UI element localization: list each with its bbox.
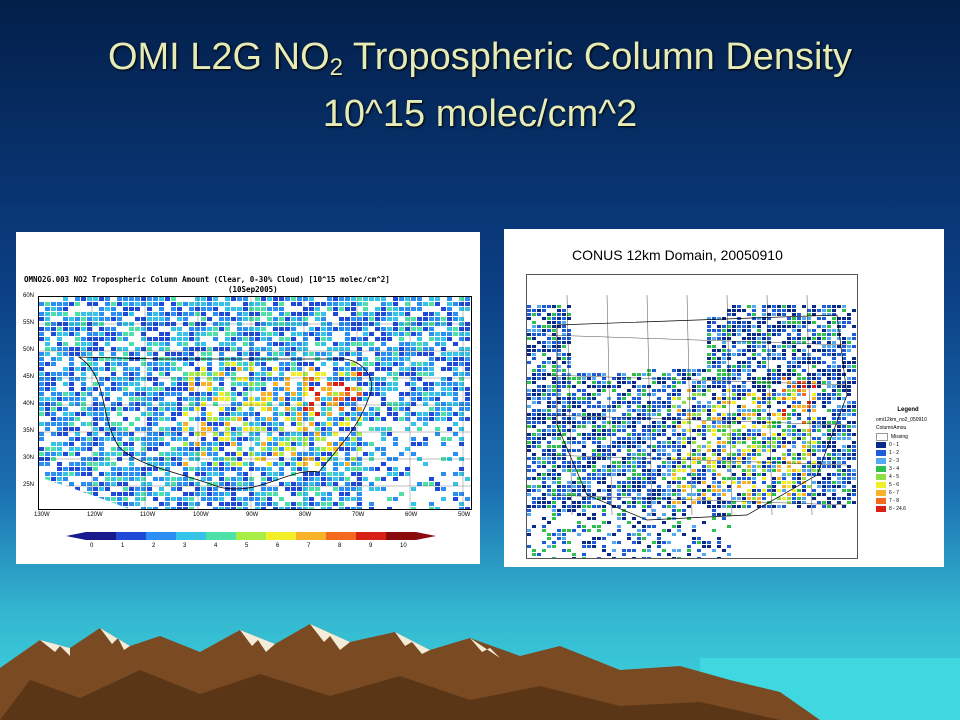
legend-item: 5 - 6 bbox=[876, 481, 940, 489]
legend-label: 6 - 7 bbox=[889, 490, 900, 496]
lat-label: 35N bbox=[23, 428, 35, 434]
map-date: (10Sep2005) bbox=[228, 285, 278, 294]
colorbar-segment bbox=[206, 532, 237, 540]
legend-swatch bbox=[876, 474, 886, 480]
no2-map-graphic bbox=[39, 297, 471, 509]
legend-swatch bbox=[876, 433, 888, 441]
no2-map bbox=[38, 296, 472, 510]
legend-item: 8 - 24.6 bbox=[876, 505, 940, 513]
lat-label: 50N bbox=[23, 347, 35, 353]
legend-label: 8 - 24.6 bbox=[889, 506, 906, 512]
legend-label: Missing bbox=[891, 434, 908, 440]
lat-label: 60N bbox=[23, 293, 35, 299]
legend-swatch bbox=[876, 458, 886, 464]
legend-title: Legend bbox=[897, 407, 919, 413]
legend-label: 1 - 2 bbox=[889, 450, 900, 456]
lat-label: 25N bbox=[23, 482, 35, 488]
colorbar-segment bbox=[86, 532, 117, 540]
legend-item: 4 - 5 bbox=[876, 473, 940, 481]
lat-label: 45N bbox=[23, 374, 35, 380]
colorbar-tick-label: 0 bbox=[90, 543, 94, 549]
lon-label: 80W bbox=[299, 512, 312, 518]
legend-swatch bbox=[876, 490, 886, 496]
title-line-1: OMI L2G NO2 Tropospheric Column Density bbox=[107, 36, 853, 81]
state-boundaries bbox=[546, 294, 848, 516]
conus-data-field bbox=[527, 305, 856, 558]
continent-outline bbox=[77, 356, 372, 490]
legend-label: 4 - 5 bbox=[889, 474, 900, 480]
map-legend: Legend omi12km_no2_050910 ColumnAmou Mis… bbox=[876, 407, 940, 513]
legend-layer: omi12km_no2_050910 bbox=[876, 417, 927, 423]
lat-label: 30N bbox=[23, 455, 35, 461]
colorbar-segment bbox=[266, 532, 297, 540]
legend-item: 0 - 1 bbox=[876, 441, 940, 449]
lon-label: 100W bbox=[193, 512, 209, 518]
conus-map bbox=[526, 274, 858, 559]
legend-label: 3 - 4 bbox=[889, 466, 900, 472]
conus-map-panel: CONUS 12km Domain, 20050910 Legend omi12… bbox=[504, 229, 944, 567]
mountain-range-graphic bbox=[0, 624, 960, 720]
colorbar-segment bbox=[146, 532, 177, 540]
legend-item: 7 - 8 bbox=[876, 497, 940, 505]
colorbar-segment bbox=[176, 532, 207, 540]
colorbar-tick-label: 2 bbox=[152, 543, 156, 549]
legend-field: ColumnAmou bbox=[876, 425, 907, 431]
colorbar-arrow-left bbox=[66, 532, 86, 540]
lat-label: 55N bbox=[23, 320, 35, 326]
colorbar-tick-label: 5 bbox=[245, 543, 249, 549]
colorbar-segment bbox=[236, 532, 267, 540]
colorbar-segment bbox=[386, 532, 417, 540]
colorbar-tick-label: 8 bbox=[338, 543, 342, 549]
legend-swatch bbox=[876, 506, 886, 512]
legend-item: 6 - 7 bbox=[876, 489, 940, 497]
lon-label: 60W bbox=[405, 512, 418, 518]
lon-label: 50W bbox=[458, 512, 471, 518]
legend-label: 7 - 8 bbox=[889, 498, 900, 504]
colorbar bbox=[66, 532, 436, 540]
colorbar-tick-label: 3 bbox=[183, 543, 187, 549]
map-header: OMNO2G.003 NO2 Tropospheric Column Amoun… bbox=[24, 275, 390, 284]
conus-map-graphic bbox=[527, 275, 857, 558]
lat-label: 40N bbox=[23, 401, 35, 407]
colorbar-tick-label: 4 bbox=[214, 543, 218, 549]
colorbar-tick-label: 10 bbox=[400, 543, 407, 549]
legend-items: Missing 0 - 1 1 - 2 2 - 3 3 - 4 4 - 5 5 - 6 6 -… bbox=[876, 433, 940, 513]
lon-label: 120W bbox=[87, 512, 103, 518]
colorbar-arrow-right bbox=[416, 532, 436, 540]
colorbar-tick-label: 7 bbox=[307, 543, 311, 549]
lon-label: 110W bbox=[140, 512, 156, 518]
colorbar-tick-label: 1 bbox=[121, 543, 125, 549]
legend-swatch bbox=[876, 442, 886, 448]
colorbar-segment bbox=[296, 532, 327, 540]
colorbar-segment bbox=[116, 532, 147, 540]
colorbar-tick-label: 9 bbox=[369, 543, 373, 549]
legend-label: 0 - 1 bbox=[889, 442, 900, 448]
legend-item: 2 - 3 bbox=[876, 457, 940, 465]
lon-label: 90W bbox=[246, 512, 259, 518]
conus-outline bbox=[556, 314, 848, 521]
legend-swatch bbox=[876, 482, 886, 488]
legend-label: 5 - 6 bbox=[889, 482, 900, 488]
legend-item: 1 - 2 bbox=[876, 449, 940, 457]
lon-label: 70W bbox=[352, 512, 365, 518]
lon-label: 130W bbox=[34, 512, 50, 518]
legend-swatch bbox=[876, 450, 886, 456]
title-line-2: 10^15 molec/cm^2 bbox=[322, 93, 638, 135]
colorbar-segment bbox=[356, 532, 387, 540]
legend-swatch bbox=[876, 466, 886, 472]
colorbar-segment bbox=[326, 532, 357, 540]
omi-l2g-map-panel: OMNO2G.003 NO2 Tropospheric Column Amoun… bbox=[16, 232, 480, 564]
legend-item: 3 - 4 bbox=[876, 465, 940, 473]
legend-swatch bbox=[876, 498, 886, 504]
slide-title: OMI L2G NO2 Tropospheric Column Density … bbox=[0, 34, 960, 137]
conus-map-title: CONUS 12km Domain, 20050910 bbox=[572, 247, 783, 263]
legend-item: Missing bbox=[876, 433, 940, 441]
colorbar-tick-label: 6 bbox=[276, 543, 280, 549]
map-gridlines bbox=[39, 297, 471, 509]
legend-label: 2 - 3 bbox=[889, 458, 900, 464]
